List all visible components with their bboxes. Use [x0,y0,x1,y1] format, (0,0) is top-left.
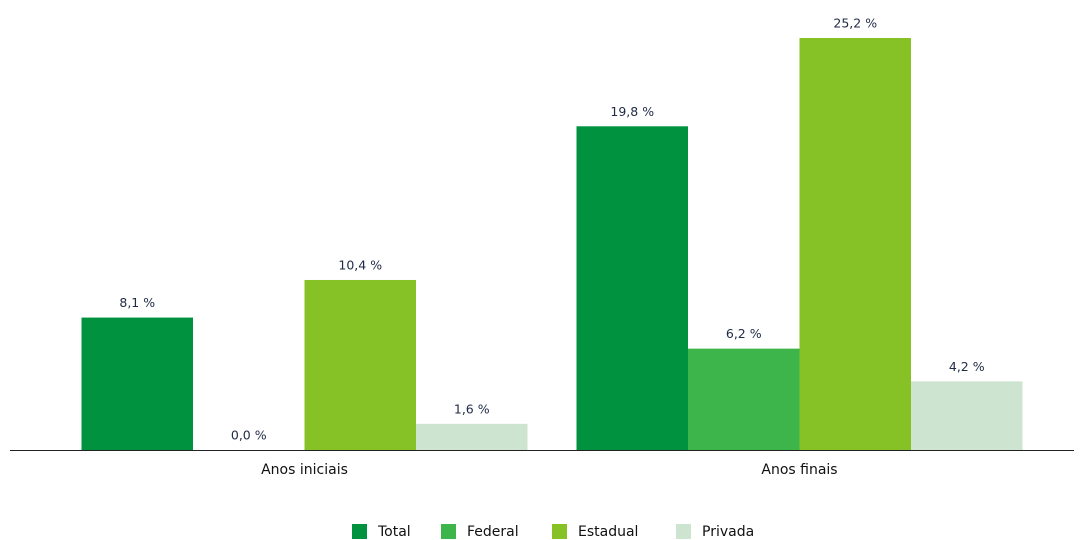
bar [81,317,193,450]
bar [799,38,911,450]
bar [416,423,528,450]
data-label: 10,4 % [338,257,382,272]
bar [576,126,688,451]
legend-label: Federal [467,524,519,540]
data-label: 0,0 % [231,428,267,443]
data-label: 19,8 % [610,104,654,119]
x-tick-label: Anos finais [761,462,837,478]
data-label: 25,2 % [833,16,877,31]
data-label: 8,1 % [119,295,155,310]
data-label: 1,6 % [454,401,490,416]
data-label: 4,2 % [949,359,985,374]
legend-label: Total [377,524,411,540]
bar [911,381,1023,450]
legend-swatch [552,524,567,539]
legend-label: Privada [702,524,754,540]
legend-swatch [676,524,691,539]
legend-label: Estadual [578,524,638,540]
legend-swatch [352,524,367,539]
x-tick-label: Anos iniciais [261,462,348,478]
legend-swatch [441,524,456,539]
bar [304,279,416,450]
data-label: 6,2 % [726,326,762,341]
bar [688,348,800,450]
